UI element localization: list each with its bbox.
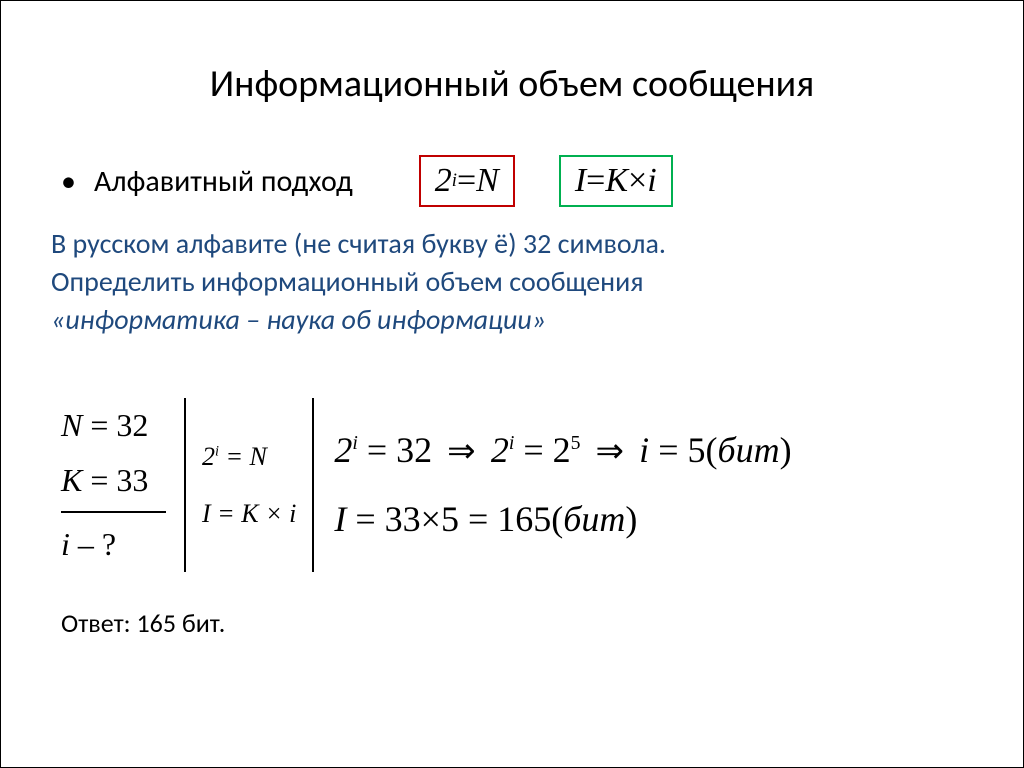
formula-box-1: 2i = N: [419, 155, 515, 207]
problem-text: В русском алфавите (не считая букву ё) 3…: [51, 225, 973, 338]
formula-box-2: I = K × i: [559, 155, 673, 207]
page-title: Информационный объем сообщения: [51, 61, 973, 107]
mid-formula-1: 2i = N: [202, 428, 296, 485]
slide: Информационный объем сообщения • Алфавит…: [1, 1, 1023, 767]
given-n: N = 32: [61, 398, 166, 452]
given-divider: [61, 511, 166, 513]
work-column: 2i = 32 ⇒ 2i = 25 ⇒ i = 5(бит) I = 33×5 …: [314, 398, 805, 571]
work-line-2: I = 33×5 = 165(бит): [334, 485, 791, 553]
mid-formula-2: I = K × i: [202, 485, 296, 542]
solution-block: N = 32 K = 33 i – ? 2i = N I = K × i 2i …: [61, 398, 973, 571]
formulas-column: 2i = N I = K × i: [186, 398, 314, 571]
given-column: N = 32 K = 33 i – ?: [61, 398, 186, 571]
problem-line-3: «информатика – наука об информации»: [51, 302, 546, 337]
problem-line-1: В русском алфавите (не считая букву ё) 3…: [51, 226, 666, 261]
given-k: K = 33: [61, 453, 166, 507]
work-line-1: 2i = 32 ⇒ 2i = 25 ⇒ i = 5(бит): [334, 416, 791, 485]
subtitle-text: Алфавитный подход: [94, 163, 353, 200]
given-question: i – ?: [61, 517, 166, 571]
subtitle-row: • Алфавитный подход 2i = N I = K × i: [51, 155, 973, 207]
bullet-icon: •: [61, 163, 76, 200]
problem-line-2: Определить информационный объем сообщени…: [51, 264, 644, 299]
answer-text: Ответ: 165 бит.: [61, 607, 973, 639]
